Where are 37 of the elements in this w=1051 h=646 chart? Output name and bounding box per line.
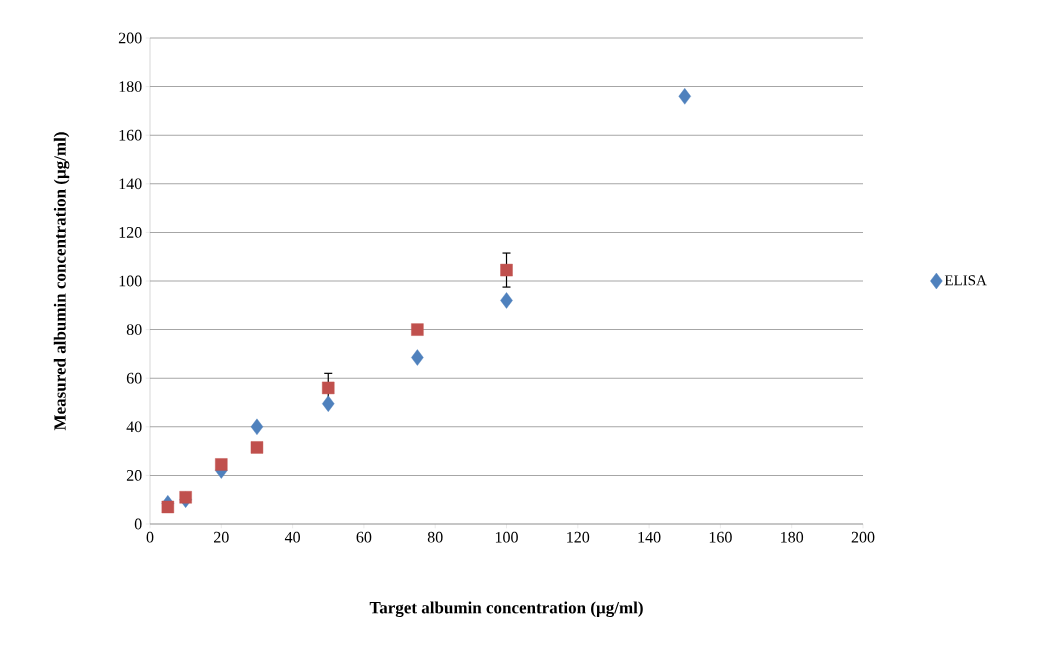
y-tick-label: 100	[119, 275, 142, 287]
x-tick-label: 120	[567, 531, 590, 543]
point	[411, 349, 424, 366]
point	[322, 381, 335, 395]
point	[322, 395, 335, 412]
y-tick-label: 0	[134, 518, 142, 530]
y-tick-label: 160	[119, 129, 142, 141]
point	[250, 418, 264, 435]
point	[500, 292, 513, 309]
x-axis-title: Target albumin concentration (µg/ml)	[369, 601, 643, 618]
point	[215, 458, 228, 471]
point	[179, 491, 192, 504]
y-tick-label: 120	[119, 227, 142, 238]
x-tick-label: 0	[146, 531, 154, 543]
x-tick-label: 60	[356, 531, 372, 543]
x-tick-label: 140	[638, 531, 661, 543]
x-tick-label: 180	[781, 531, 804, 543]
y-tick-label: 140	[119, 178, 142, 190]
y-axis-title: Measured albumin concentration (µg/ml)	[53, 132, 70, 431]
legend-label: ELISA	[944, 275, 987, 286]
x-tick-label: 160	[709, 531, 732, 543]
y-tick-label: 200	[118, 32, 142, 44]
x-tick-label: 200	[851, 531, 875, 543]
point	[500, 263, 513, 277]
x-tick-label: 80	[427, 531, 443, 543]
point	[678, 88, 691, 105]
x-tick-label: 20	[214, 531, 229, 543]
point	[411, 323, 424, 336]
point	[161, 500, 175, 514]
y-tick-label: 180	[119, 81, 142, 92]
x-tick-label: 100	[495, 531, 518, 543]
y-tick-label: 40	[126, 421, 142, 433]
y-tick-label: 80	[126, 324, 142, 335]
y-tick-label: 60	[126, 372, 142, 384]
x-tick-label: 40	[284, 531, 300, 543]
y-tick-label: 20	[126, 470, 142, 481]
point	[250, 441, 264, 454]
